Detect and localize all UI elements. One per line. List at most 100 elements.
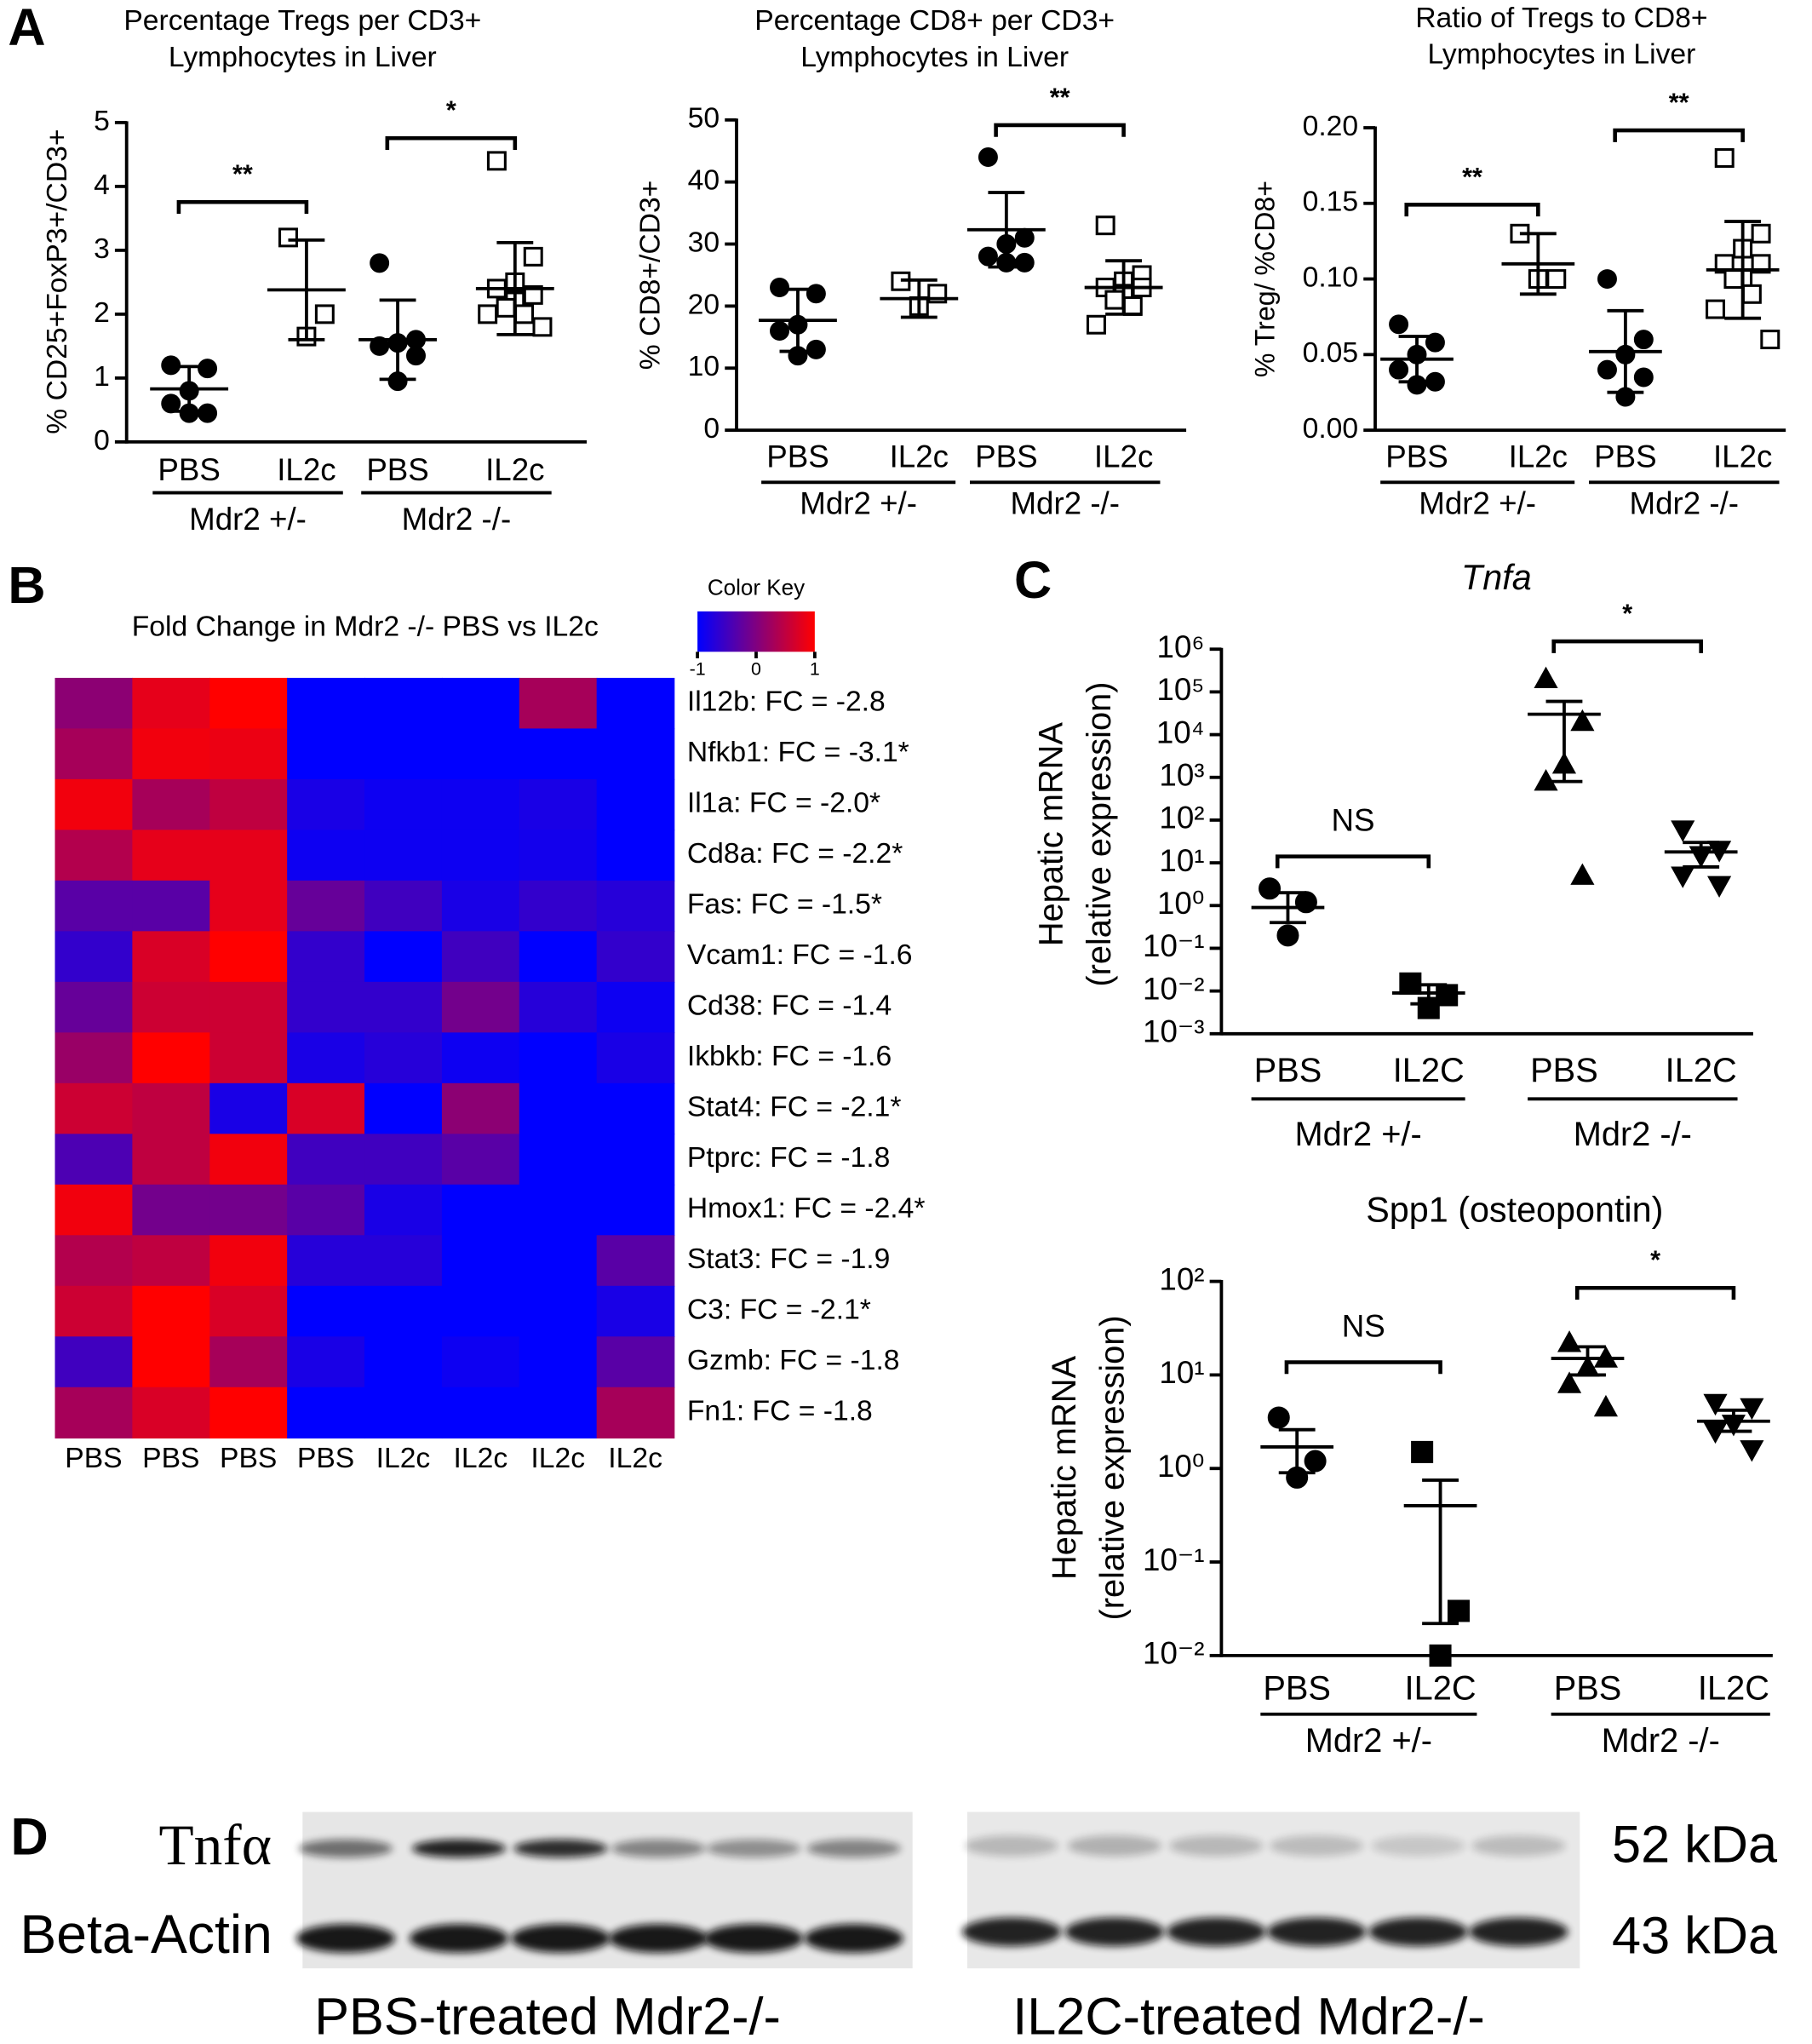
column-label: PBS — [297, 1443, 354, 1474]
y-tick-label: 50 — [688, 103, 720, 135]
blot-band — [1169, 1835, 1264, 1857]
heatmap-cell — [519, 880, 598, 933]
x-tick-label: PBS — [975, 439, 1037, 474]
row-label: Ikbkb: FC = -1.6 — [687, 1041, 892, 1072]
blot-band — [411, 1839, 507, 1858]
blot-band — [1167, 1917, 1266, 1947]
data-point — [770, 321, 790, 342]
chart-title: Lymphocytes in Liver — [1427, 39, 1695, 71]
heatmap-cell — [441, 981, 520, 1034]
heatmap-cell — [364, 1235, 443, 1287]
color-key-tick-label: 1 — [810, 658, 820, 679]
heatmap-cell — [54, 1082, 134, 1135]
row-label: Cd8a: FC = -2.2* — [687, 838, 903, 870]
blot-band — [298, 1839, 393, 1858]
significance-label: ** — [1669, 89, 1689, 118]
significance-label: * — [1650, 1246, 1660, 1275]
data-point — [1014, 227, 1035, 248]
y-tick-label: 0.00 — [1303, 413, 1359, 445]
heatmap-cell — [287, 981, 365, 1034]
data-point — [1570, 863, 1595, 885]
y-tick-label: 10⁰ — [1157, 1449, 1205, 1484]
significance-label: NS — [1342, 1308, 1385, 1343]
x-tick-label: IL2c — [1713, 439, 1772, 474]
panel-label: A — [8, 0, 45, 56]
significance-bracket — [1551, 639, 1703, 653]
group-label: Mdr2 +/- — [800, 486, 917, 521]
blot-caption: IL2C-treated Mdr2-/- — [1012, 1988, 1485, 2044]
heatmap-cell — [364, 1134, 443, 1186]
heatmap-cell — [364, 1184, 443, 1237]
blot-band — [609, 1924, 708, 1953]
y-tick-label: 20 — [688, 289, 720, 320]
data-point — [1429, 1644, 1452, 1667]
y-axis-label: (relative expression) — [1081, 682, 1118, 987]
significance-bracket — [385, 135, 518, 151]
heatmap-cell — [54, 677, 134, 730]
data-point — [1740, 1440, 1764, 1462]
significance-label: ** — [232, 160, 253, 189]
row-label: Hmox1: FC = -2.4* — [687, 1192, 926, 1224]
y-tick-label: 10² — [1159, 1261, 1204, 1296]
panel-label: B — [8, 556, 45, 614]
x-tick-label: IL2C — [1393, 1052, 1465, 1089]
row-label: Cd38: FC = -1.4 — [687, 990, 892, 1021]
data-point — [1760, 330, 1780, 350]
blot-membrane — [966, 1811, 1580, 1969]
heatmap-cell — [54, 1032, 134, 1084]
blot-band — [1469, 1917, 1568, 1947]
y-tick-label: 10⁻¹ — [1143, 1542, 1204, 1577]
heatmap-cell — [441, 880, 520, 933]
y-tick-label: 10⁴ — [1156, 715, 1205, 749]
data-point — [406, 346, 426, 366]
heatmap-cell — [132, 981, 211, 1034]
heatmap-cell — [54, 1387, 134, 1439]
heatmap-cell — [364, 880, 443, 933]
x-tick-label: PBS — [1530, 1052, 1598, 1089]
data-point — [770, 278, 790, 298]
y-tick-label: 10⁻² — [1143, 1636, 1204, 1671]
data-point — [1751, 254, 1771, 274]
data-point — [1447, 1599, 1470, 1622]
heatmap-cell — [364, 1082, 443, 1135]
heatmap-cell — [364, 931, 443, 983]
group-label: Mdr2 -/- — [1010, 486, 1120, 521]
heatmap-cell — [54, 1285, 134, 1338]
y-axis-label: Hepatic mRNA — [1046, 1355, 1083, 1580]
chart-title: Lymphocytes in Liver — [800, 42, 1069, 73]
heatmap-cell — [596, 778, 675, 831]
row-label: Fas: FC = -1.5* — [687, 889, 882, 921]
heatmap-cell — [54, 830, 134, 881]
y-tick-label: 0 — [94, 425, 110, 456]
heatmap-cell — [209, 981, 288, 1034]
heatmap-cell — [132, 1082, 211, 1135]
heatmap-cell — [287, 1134, 365, 1186]
x-tick-label: PBS — [1385, 439, 1448, 474]
heatmap-cell — [519, 778, 598, 831]
x-tick-label: IL2c — [277, 452, 335, 487]
color-key-tick-label: 0 — [751, 658, 761, 679]
data-point — [496, 297, 516, 318]
data-point — [1597, 359, 1617, 380]
heatmap-cell — [519, 931, 598, 983]
heatmap-cell — [287, 880, 365, 933]
heatmap-cell — [364, 728, 443, 780]
heatmap-cell — [519, 1235, 598, 1287]
row-label: Gzmb: FC = -1.8 — [687, 1345, 900, 1376]
heatmap-cell — [596, 1235, 675, 1287]
heatmap-cell — [287, 931, 365, 983]
heatmap-cell — [287, 1285, 365, 1338]
chart-title: Percentage CD8+ per CD3+ — [754, 5, 1115, 37]
x-tick-label: PBS — [158, 452, 220, 487]
y-tick-label: 0.15 — [1303, 187, 1359, 218]
heatmap-cell — [519, 1134, 598, 1186]
significance-label: ** — [1462, 163, 1482, 192]
significance-label: NS — [1331, 803, 1374, 838]
data-point — [1557, 1371, 1582, 1393]
blot-band — [1371, 1835, 1465, 1857]
blot-band — [611, 1839, 706, 1858]
significance-label: ** — [1050, 83, 1070, 112]
heatmap-cell — [519, 1336, 598, 1388]
data-point — [1741, 284, 1762, 304]
y-axis-label: % CD25+FoxP3+/CD3+ — [42, 129, 73, 433]
